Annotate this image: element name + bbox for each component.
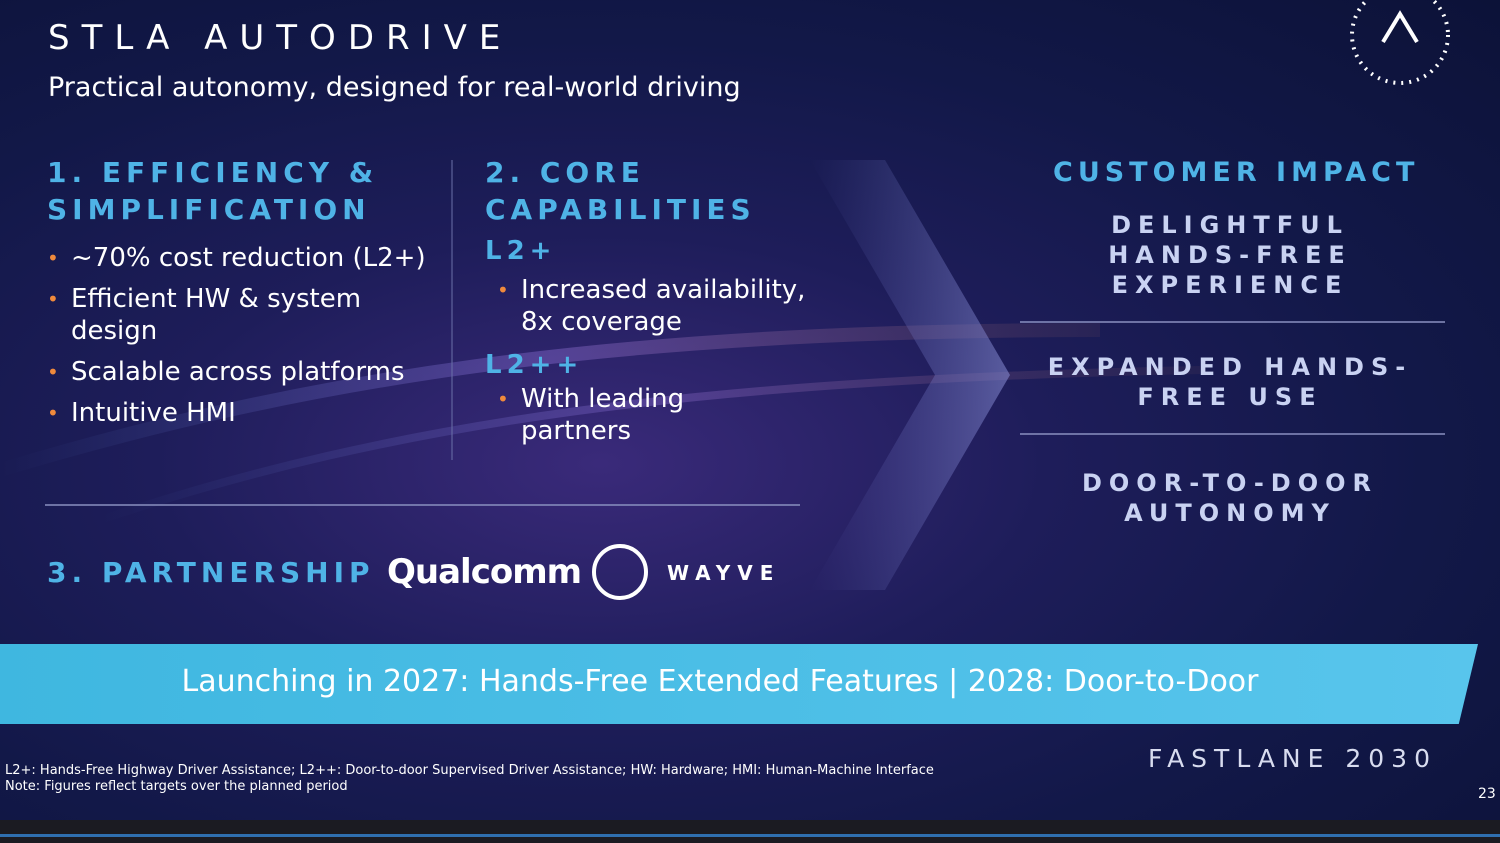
- footnote: Note: Figures reflect targets over the p…: [5, 779, 348, 794]
- bullet: With leading partners: [497, 383, 747, 447]
- level-label: L2++: [485, 350, 584, 380]
- bullet: Intuitive HMI: [47, 397, 427, 429]
- subtitle: Practical autonomy, designed for real-wo…: [48, 72, 741, 103]
- partner-logo: WAYVE: [667, 561, 781, 585]
- bullet: Efficient HW & system design: [47, 283, 427, 347]
- section-heading: CUSTOMER IMPACT: [1053, 157, 1420, 188]
- banner-text: Launching in 2027: Hands-Free Extended F…: [181, 664, 1259, 699]
- level-label: L2+: [485, 236, 557, 266]
- bullet-list: With leading partners: [485, 383, 747, 456]
- title: STLA AUTODRIVE: [48, 18, 513, 58]
- impact-item: DELIGHTFUL HANDS-FREE EXPERIENCE: [1108, 211, 1352, 299]
- partner-logo: Qualcomm: [387, 552, 582, 592]
- impact-item: DOOR-TO-DOOR AUTONOMY: [1081, 469, 1379, 527]
- footnote: L2+: Hands-Free Highway Driver Assistanc…: [5, 763, 934, 778]
- page-number: 23: [1478, 786, 1496, 802]
- impact-item: EXPANDED HANDS-FREE USE: [1047, 353, 1413, 411]
- bullet: Increased availability, 8x coverage: [497, 274, 817, 338]
- section-heading: 1. EFFICIENCY & SIMPLIFICATION: [47, 156, 379, 226]
- brand: FASTLANE 2030: [1148, 744, 1437, 773]
- bullet-list: Increased availability, 8x coverage: [485, 274, 817, 347]
- bullet: ~70% cost reduction (L2+): [47, 242, 427, 274]
- banner: [0, 644, 1478, 724]
- bullet-list: ~70% cost reduction (L2+) Efficient HW &…: [47, 242, 427, 438]
- section-heading: 3. PARTNERSHIP: [47, 556, 375, 589]
- bullet: Scalable across platforms: [47, 356, 427, 388]
- section-heading: 2. CORE CAPABILITIES: [485, 156, 756, 226]
